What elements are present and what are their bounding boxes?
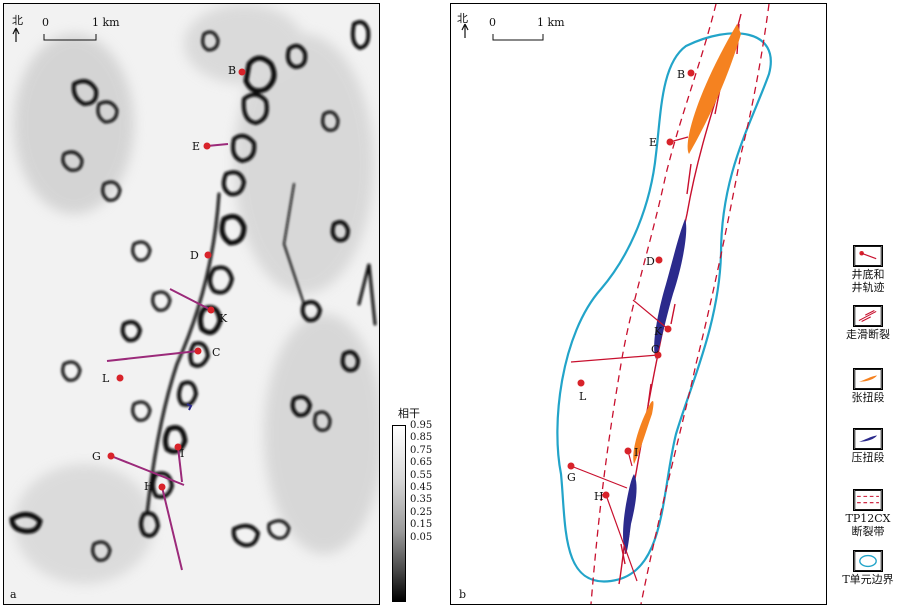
well-point[interactable] [203,142,211,150]
scale-end-label-b: 1 km [537,16,565,29]
well-label-g: G [92,450,101,463]
strike-slip-fault-icon [853,305,883,327]
legend-item-fault: 走滑断裂 [838,305,898,341]
legend-item-fault-zone: TP12CX 断裂带 [838,489,898,538]
well-point[interactable] [174,443,182,451]
tension-segments [633,24,741,464]
colorbar-tick: 0.85 [410,432,433,444]
well-point[interactable] [624,447,632,455]
interpretation-map: B E D K C L I G H 北 0 1 km b [457,4,772,604]
well-label-k: K [219,312,228,325]
well-point[interactable] [204,251,212,259]
well-point[interactable] [238,68,246,76]
colorbar-tick: 0.05 [410,531,433,543]
well-label-e: E [192,140,200,153]
coherence-map-panel: 北 0 1 km B E D [3,3,380,605]
strike-slip-faults [618,13,742,585]
well-label-l: L [102,372,110,385]
well-points [107,68,246,491]
trajectory-tip-icon [186,403,193,411]
north-arrow-icon [461,23,469,38]
legend-label: 井底和 井轨迹 [851,268,885,294]
well-label-k: K [654,325,663,338]
well-point[interactable] [577,379,585,387]
well-point[interactable] [107,452,115,460]
well-point[interactable] [664,325,672,333]
well-label-c: C [651,343,659,356]
colorbar-tick: 0.35 [410,494,433,506]
well-label-d: D [646,255,655,268]
panel-tag-a: a [10,588,17,601]
interpretation-map-panel: B E D K C L I G H 北 0 1 km b [450,3,827,605]
well-label-l: L [579,390,587,403]
well-point[interactable] [687,69,695,77]
well-point[interactable] [207,306,215,314]
colorbar-tick: 0.65 [410,457,433,469]
north-label: 北 [12,14,23,27]
compression-segment-icon [853,428,883,450]
colorbar-tick: 0.25 [410,506,433,518]
well-label-b: B [677,68,685,81]
north-label-b: 北 [457,12,468,25]
well-point[interactable] [194,347,202,355]
well-point[interactable] [116,374,124,382]
north-arrow-icon [12,27,20,42]
well-trajectories-b [570,136,689,582]
fault-zone-icon [853,489,883,511]
legend-label: 张扭段 [851,391,885,404]
well-label-i: I [634,446,638,459]
scale-bar [43,34,97,41]
legend-label: 压扭段 [851,451,885,464]
well-point[interactable] [654,351,662,359]
well-labels: B E D K C L G I H [92,64,236,493]
well-point[interactable] [567,462,575,470]
well-point[interactable] [602,491,610,499]
colorbar-ticks: 0.95 0.85 0.75 0.65 0.55 0.45 0.35 0.25 … [410,420,432,544]
legend-item-compression: 压扭段 [838,428,898,464]
legend-label: TP12CX 断裂带 [845,512,891,538]
legend-item-tension: 张扭段 [838,368,898,404]
well-label-h: H [144,480,154,493]
fault-zone-lines [590,4,770,604]
coherence-colorbar: 相干 0.95 0.85 0.75 0.65 0.55 0.45 0.35 0.… [388,405,448,605]
legend-label: T单元边界 [842,573,894,586]
panel-tag-b: b [459,588,466,601]
well-label-c: C [212,346,220,359]
colorbar-tick: 0.55 [410,469,433,481]
compression-segments [623,219,687,554]
well-trajectories [106,143,229,571]
well-label-d: D [190,249,199,262]
well-labels-b: B E D K C L I G H [567,68,685,503]
legend-item-well: 井底和 井轨迹 [838,245,898,294]
scale-bar-b [492,34,544,41]
well-point[interactable] [158,483,166,491]
scale-start-label: 0 [42,16,49,29]
well-label-b: B [228,64,236,77]
well-label-e: E [649,136,657,149]
well-point[interactable] [655,256,663,264]
scale-start-label-b: 0 [489,16,496,29]
scale-end-label: 1 km [92,16,120,29]
colorbar-tick: 0.15 [410,519,433,531]
well-point[interactable] [666,138,674,146]
coherence-fault-rings [9,20,377,562]
colorbar-tick: 0.45 [410,482,433,494]
colorbar-tick: 0.75 [410,444,433,456]
coherence-map: 北 0 1 km B E D [4,4,379,604]
unit-boundary-icon [853,550,883,572]
colorbar-title: 相干 [398,407,420,420]
well-label-i: I [180,447,184,460]
colorbar-tick: 0.95 [410,420,433,431]
well-trajectory-icon [853,245,883,267]
legend-item-boundary: T单元边界 [838,550,898,586]
colorbar-gradient [392,425,406,602]
tension-segment-icon [853,368,883,390]
well-points-b [567,69,695,499]
well-label-g: G [567,471,576,484]
well-label-h: H [594,490,604,503]
coherence-shading [14,4,379,584]
legend-label: 走滑断裂 [846,328,890,341]
